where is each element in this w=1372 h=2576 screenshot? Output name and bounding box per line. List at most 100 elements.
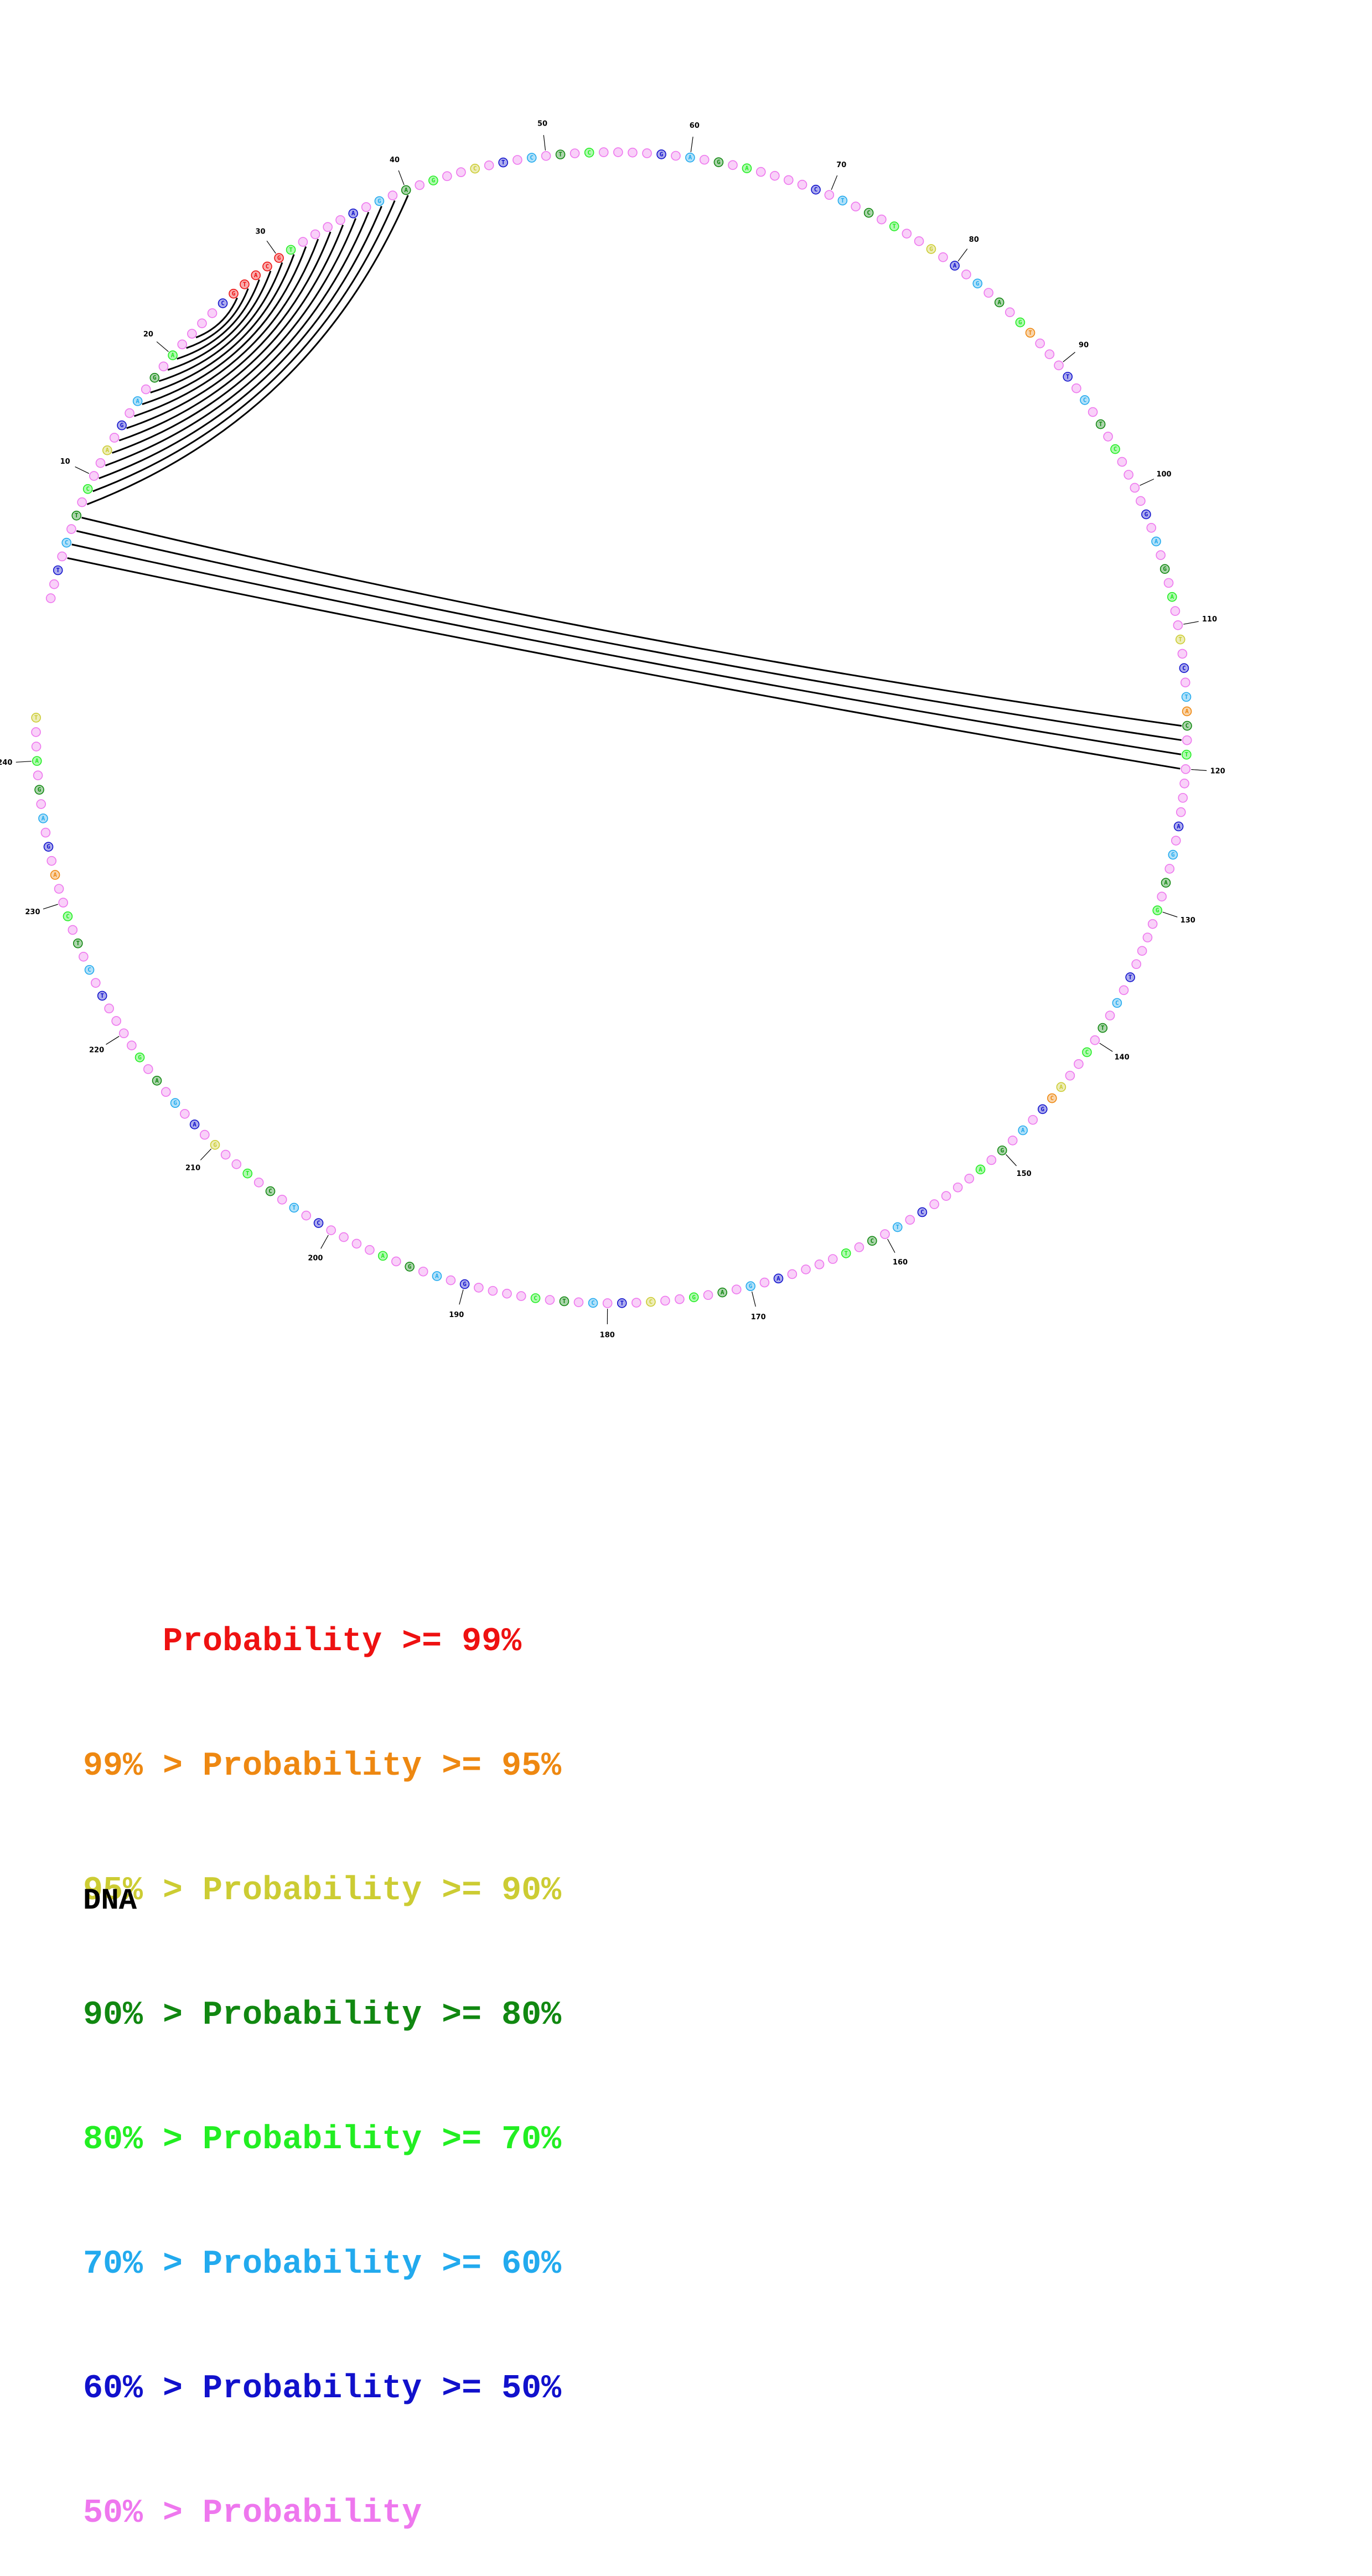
- nucleotide-marker: [474, 1283, 483, 1292]
- nucleotide-marker: [1164, 578, 1173, 587]
- position-tick: [321, 1235, 329, 1248]
- nucleotide-marker: [503, 1289, 511, 1298]
- nucleotide-marker: [1117, 458, 1126, 467]
- nucleotide-marker: [105, 1004, 113, 1013]
- nucleotide-letter: T: [1185, 751, 1189, 758]
- nucleotide-marker: [32, 742, 41, 751]
- position-tick: [1006, 1154, 1017, 1166]
- base-pair-arc: [72, 545, 1181, 754]
- nucleotide-marker: [930, 1200, 939, 1209]
- position-tick: [691, 137, 693, 152]
- legend-row-70: 80% > Probability >= 70%: [83, 2119, 561, 2161]
- nucleotide-letter: T: [246, 1170, 250, 1177]
- nucleotide-marker: [770, 172, 779, 180]
- nucleotide-marker: [603, 1299, 612, 1308]
- nucleotide-letter: A: [1154, 538, 1158, 545]
- nucleotide-marker: [1104, 432, 1112, 441]
- nucleotide-marker: [954, 1183, 962, 1192]
- position-label: 80: [969, 236, 979, 244]
- nucleotide-marker: [1008, 1136, 1017, 1145]
- nucleotide-letter: C: [221, 300, 225, 307]
- nucleotide-letter: C: [1085, 1049, 1089, 1056]
- nucleotide-marker: [542, 152, 551, 160]
- nucleotide-marker: [1028, 1116, 1037, 1124]
- nucleotide-letter: A: [351, 210, 355, 217]
- nucleotide-letter: C: [867, 209, 871, 216]
- nucleotide-marker: [1136, 496, 1145, 505]
- nucleotide-letter: C: [871, 1237, 874, 1245]
- nucleotide-marker: [801, 1265, 810, 1274]
- nucleotide-marker: [571, 149, 579, 158]
- position-tick: [267, 241, 276, 253]
- nucleotide-marker: [962, 270, 971, 279]
- nucleotide-letter: T: [1066, 373, 1070, 380]
- nucleotide-marker: [1165, 864, 1174, 873]
- position-label: 210: [185, 1164, 200, 1172]
- nucleotide-marker: [200, 1131, 209, 1139]
- nucleotide-letter: C: [317, 1220, 320, 1227]
- nucleotide-letter: T: [1028, 329, 1032, 336]
- nucleotide-letter: T: [243, 281, 247, 288]
- nucleotide-letter: G: [717, 159, 721, 166]
- nucleotide-marker: [671, 151, 680, 160]
- nucleotide-marker: [855, 1243, 863, 1252]
- legend-text: Probability >= 80%: [203, 1997, 561, 2034]
- nucleotide-marker: [1054, 361, 1063, 370]
- nucleotide-marker: [37, 800, 45, 808]
- nucleotide-marker: [1120, 986, 1128, 994]
- nucleotide-letter: A: [953, 262, 957, 269]
- nucleotide-marker: [1138, 946, 1147, 955]
- nucleotide-letter: A: [688, 154, 692, 161]
- nucleotide-marker: [815, 1260, 824, 1269]
- position-tick: [106, 1036, 120, 1045]
- nucleotide-letter: G: [1171, 851, 1175, 858]
- legend-text: Probability >= 90%: [203, 1872, 561, 1910]
- nucleotide-marker: [178, 340, 187, 349]
- nucleotide-marker: [1172, 836, 1181, 845]
- nucleotide-marker: [419, 1267, 428, 1276]
- position-label: 150: [1017, 1170, 1032, 1178]
- nucleotide-letter: C: [473, 165, 477, 172]
- nucleotide-marker: [632, 1298, 641, 1307]
- nucleotide-marker: [905, 1215, 914, 1224]
- nucleotide-marker: [47, 857, 56, 865]
- nucleotide-marker: [1148, 920, 1157, 929]
- position-label: 20: [143, 330, 153, 339]
- nucleotide-letter: C: [814, 186, 818, 193]
- nucleotide-letter: A: [776, 1275, 780, 1282]
- nucleotide-marker: [1089, 408, 1097, 417]
- legend-prefix: 80% >: [83, 2121, 203, 2159]
- nucleotide-marker: [392, 1257, 401, 1266]
- position-tick: [43, 904, 58, 909]
- nucleotide-marker: [1178, 649, 1187, 658]
- nucleotide-marker: [488, 1287, 497, 1295]
- nucleotide-letter: T: [841, 197, 845, 204]
- nucleotide-marker: [1065, 1071, 1074, 1080]
- position-tick: [459, 1289, 463, 1304]
- nucleotide-marker: [323, 222, 332, 231]
- nucleotide-marker: [788, 1269, 796, 1278]
- base-pair-arc: [168, 271, 271, 370]
- position-tick: [543, 135, 545, 151]
- nucleotide-letter: C: [1115, 999, 1119, 1007]
- position-label: 40: [390, 156, 400, 164]
- nucleotide-letter: G: [976, 280, 980, 287]
- position-label: 100: [1156, 470, 1171, 479]
- nucleotide-marker: [545, 1295, 554, 1304]
- nucleotide-marker: [77, 498, 86, 507]
- nucleotide-letter: A: [997, 299, 1001, 306]
- nucleotide-letter: T: [75, 512, 79, 519]
- legend-row-90: 95% > Probability >= 90%: [83, 1870, 561, 1912]
- legend-text: Probability >= 99%: [163, 1623, 521, 1661]
- nucleotide-marker: [1106, 1011, 1115, 1020]
- nucleotide-marker: [1074, 1060, 1083, 1069]
- nucleotide-marker: [58, 552, 66, 561]
- nucleotide-marker: [902, 229, 911, 238]
- nucleotide-letter: A: [171, 352, 175, 359]
- legend-prefix: 70% >: [83, 2246, 203, 2283]
- nucleotide-letter: C: [65, 539, 69, 546]
- position-label: 200: [308, 1254, 323, 1262]
- nucleotide-marker: [298, 237, 307, 246]
- nucleotide-marker: [784, 175, 793, 184]
